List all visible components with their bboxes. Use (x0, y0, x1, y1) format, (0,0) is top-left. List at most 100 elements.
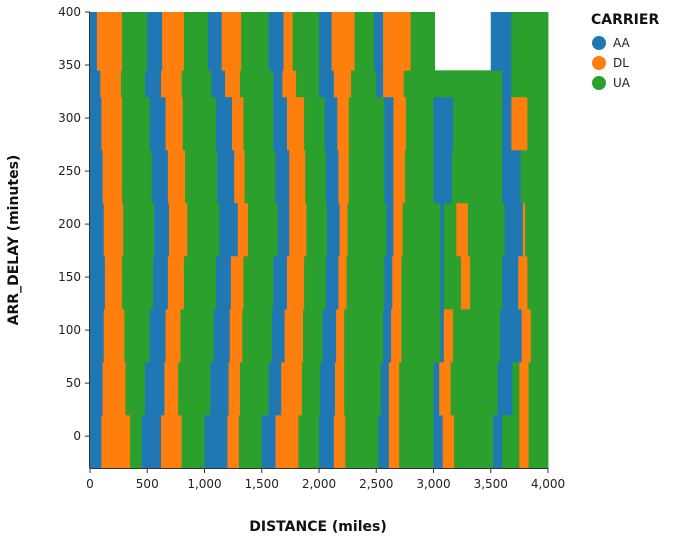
x-tick-label: 3,000 (416, 477, 450, 491)
area-segment-aa (384, 96, 394, 151)
area-segment-aa (144, 70, 162, 98)
area-segment-ua (527, 96, 549, 151)
area-segment-aa (322, 308, 337, 363)
area-segment-ua (304, 255, 327, 310)
area-segment-ua (306, 202, 328, 257)
area-segment-ua (292, 12, 320, 71)
area-segment-aa (502, 70, 512, 98)
area-segment-ua (451, 149, 457, 204)
area-segment-dl (336, 308, 345, 363)
area-segment-aa (376, 70, 384, 98)
area-segment-aa (327, 202, 341, 257)
area-segment-ua (399, 414, 434, 469)
area-segment-ua (454, 414, 494, 469)
area-segment-dl (383, 70, 405, 98)
area-segment-ua (511, 12, 515, 71)
x-tick-label: 2,000 (302, 477, 336, 491)
area-segment-aa (383, 308, 392, 363)
area-segment-aa (268, 361, 282, 416)
x-tick-label: 2,500 (359, 477, 393, 491)
area-segment-dl (331, 12, 355, 71)
area-segment-dl (333, 70, 352, 98)
area-segment-dl (286, 96, 305, 151)
area-segment-dl (338, 255, 347, 310)
y-tick-label: 350 (58, 58, 81, 72)
area-segment-dl (167, 149, 186, 204)
area-segment-ua (403, 70, 434, 98)
area-segment-aa (273, 70, 283, 98)
x-tick-label: 4,000 (531, 477, 565, 491)
legend-swatch-aa (592, 36, 606, 50)
area-segment-aa (207, 12, 223, 71)
area-segment-ua (347, 202, 387, 257)
x-axis-title: DISTANCE (miles) (249, 519, 386, 535)
area-segment-ua (301, 361, 321, 416)
area-segment-dl (338, 149, 350, 204)
area-segment-dl (228, 361, 241, 416)
area-segment-aa (433, 149, 453, 204)
x-tick-label: 0 (86, 477, 94, 491)
area-segment-ua (344, 308, 384, 363)
area-segment-dl (165, 308, 181, 363)
area-segment-dl (234, 149, 245, 204)
area-segment-ua (401, 308, 441, 363)
area-segment-dl (521, 308, 532, 363)
area-segment-aa (502, 255, 519, 310)
area-segment-dl (164, 361, 179, 416)
area-segment-dl (169, 202, 188, 257)
area-segment-aa (319, 12, 332, 71)
area-segment-dl (102, 149, 123, 204)
area-segment-dl (339, 202, 349, 257)
y-axis: 0 50 100 150 200 250 300 350 400 (58, 5, 90, 468)
x-tick-label: 500 (136, 477, 159, 491)
area-segment-dl (519, 414, 529, 469)
area-segment-aa (273, 96, 288, 151)
area-segment-aa (433, 414, 444, 469)
area-segment-ua (298, 414, 320, 469)
area-segment-ua (348, 149, 385, 204)
area-segment-aa (152, 255, 169, 310)
area-segment-dl (383, 12, 411, 71)
area-segment-aa (90, 149, 103, 204)
area-segment-aa (433, 96, 454, 151)
area-segment-aa (502, 96, 512, 151)
legend-label-aa: AA (613, 36, 631, 50)
area-segment-ua (181, 70, 212, 98)
area-segment-dl (337, 96, 350, 151)
area-segment-aa (147, 12, 163, 71)
area-segment-ua (525, 202, 549, 257)
area-segment-aa (149, 96, 166, 151)
area-segment-ua (185, 149, 218, 204)
area-segment-ua (433, 70, 503, 98)
legend-label-dl: DL (613, 56, 629, 70)
area-segment-aa (502, 149, 521, 204)
area-segment-ua (305, 149, 327, 204)
y-tick-label: 300 (58, 111, 81, 125)
area-segment-ua (404, 149, 434, 204)
area-segment-dl (388, 361, 400, 416)
area-segment-dl (391, 308, 402, 363)
area-segment-dl (522, 202, 526, 257)
area-segment-aa (272, 308, 286, 363)
area-segment-ua (241, 12, 270, 71)
area-segment-ua (456, 149, 503, 204)
area-segment-aa (90, 12, 98, 71)
area-segment-dl (519, 361, 529, 416)
area-segment-aa (261, 414, 276, 469)
area-segment-dl (162, 12, 185, 71)
area-segment-ua (244, 149, 276, 204)
area-segment-ua (402, 202, 441, 257)
legend-swatch-ua (592, 76, 606, 90)
area-segment-dl (333, 414, 346, 469)
area-segment-aa (497, 361, 513, 416)
area-segment-ua (467, 202, 505, 257)
area-segment-ua (528, 414, 549, 469)
area-segment-ua (345, 414, 379, 469)
area-segment-ua (122, 12, 148, 71)
area-segment-ua (354, 12, 375, 71)
area-segment-aa (215, 96, 233, 151)
area-segment-ua (243, 255, 274, 310)
area-segment-aa (90, 70, 101, 98)
area-segment-aa (433, 361, 440, 416)
